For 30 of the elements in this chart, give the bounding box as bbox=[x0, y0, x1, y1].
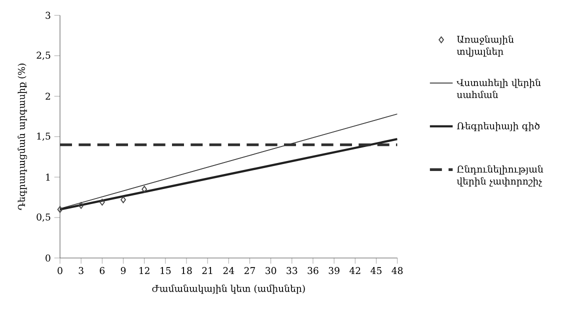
y-tick-label: 2,5 bbox=[36, 52, 50, 60]
y-tick-label: 0,5 bbox=[36, 213, 50, 222]
x-tick-label: 30 bbox=[266, 267, 276, 274]
y-tick-label: 3 bbox=[46, 12, 50, 19]
legend-label: Առաջնային տվյալներ bbox=[456, 35, 514, 57]
y-tick-label: 0 bbox=[46, 254, 50, 262]
x-tick-label: 39 bbox=[328, 267, 340, 274]
y-tick-label: 1,5 bbox=[37, 132, 50, 141]
x-tick-label: 48 bbox=[392, 267, 403, 274]
x-tick-label: 33 bbox=[286, 267, 298, 274]
y-tick-label: 2 bbox=[46, 92, 50, 100]
x-tick-label: 0 bbox=[58, 267, 62, 274]
legend-label: Ընդունելիության վերին չափորոշիչ bbox=[456, 165, 544, 186]
x-tick-label: 27 bbox=[244, 267, 256, 274]
x-tick-label: 21 bbox=[202, 267, 212, 274]
x-tick-label: 18 bbox=[182, 267, 192, 274]
y-axis-title: Դեգրադացման արգասիք (%) bbox=[18, 64, 27, 210]
x-tick-label: 3 bbox=[78, 267, 84, 274]
legend-label: Վստահելի վերին սահման bbox=[456, 78, 541, 98]
legend-label: Ռեգրեսիայի գիծ bbox=[456, 122, 540, 132]
x-tick-label: 9 bbox=[120, 267, 126, 274]
x-tick-label: 15 bbox=[160, 267, 171, 274]
x-tick-label: 12 bbox=[140, 267, 150, 274]
x-tick-label: 42 bbox=[350, 267, 360, 274]
y-tick-label: 1 bbox=[46, 174, 50, 181]
x-tick-label: 24 bbox=[223, 267, 234, 274]
x-tick-label: 6 bbox=[100, 267, 105, 274]
x-tick-label: 45 bbox=[370, 267, 382, 274]
x-axis-title: Ժամանակային կետ (ամիսներ) bbox=[152, 284, 305, 294]
x-tick-label: 36 bbox=[308, 267, 318, 274]
